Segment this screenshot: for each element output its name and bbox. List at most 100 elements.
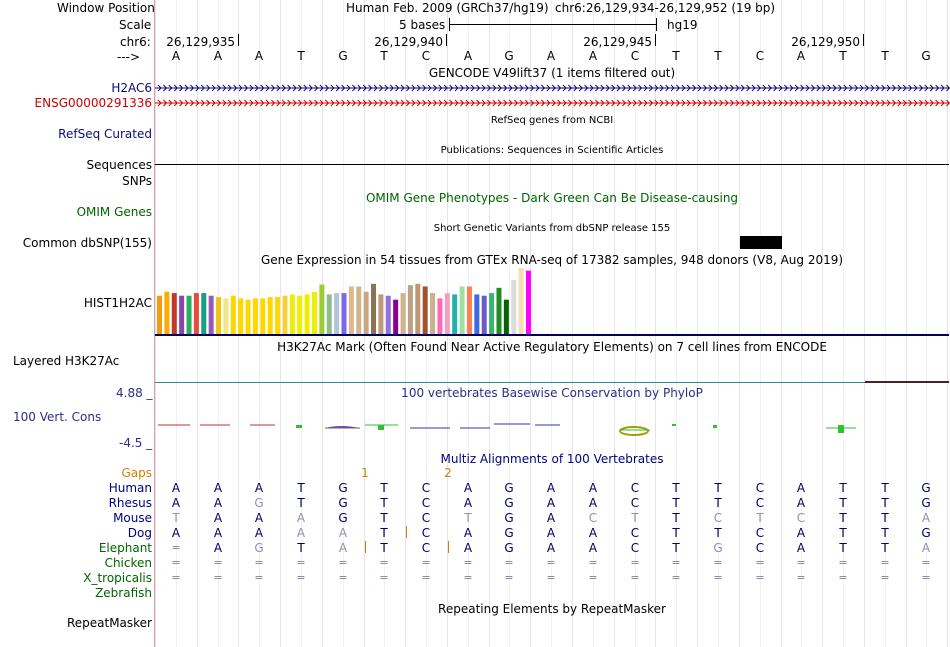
aligned-base: T: [172, 511, 179, 525]
aligned-base: =: [713, 556, 722, 570]
aligned-base: =: [296, 556, 305, 570]
aligned-base: G: [254, 541, 263, 555]
aligned-base: A: [547, 526, 555, 540]
aligned-base: C: [589, 511, 597, 525]
aligned-base: =: [713, 571, 722, 585]
aligned-base: =: [630, 556, 639, 570]
aligned-base: =: [296, 571, 305, 585]
aligned-base: A: [589, 526, 597, 540]
aligned-base: =: [630, 571, 639, 585]
aligned-base: A: [589, 541, 597, 555]
aligned-base: C: [422, 481, 430, 495]
aligned-base: =: [463, 556, 472, 570]
aligned-base: A: [255, 526, 263, 540]
aligned-base: C: [756, 526, 764, 540]
species-label[interactable]: Human: [109, 481, 152, 495]
aligned-base: T: [380, 496, 387, 510]
aligned-base: A: [339, 541, 347, 555]
repeatmasker-track-title: Repeating Elements by RepeatMasker: [438, 602, 666, 616]
aligned-base: T: [672, 481, 679, 495]
aligned-base: T: [380, 511, 387, 525]
aligned-base: =: [171, 571, 180, 585]
genome-browser-image[interactable]: Window Position Scale chr6: ---> Human F…: [0, 0, 950, 647]
aligned-base: G: [504, 526, 513, 540]
species-label[interactable]: Zebrafish: [95, 586, 152, 600]
aligned-base: =: [880, 571, 889, 585]
aligned-base: =: [921, 571, 930, 585]
gap-number-1: 1: [361, 466, 369, 480]
aligned-base: =: [671, 556, 680, 570]
aligned-base: T: [297, 496, 304, 510]
aligned-base: G: [338, 481, 347, 495]
aligned-base: T: [380, 526, 387, 540]
aligned-base: C: [797, 511, 805, 525]
aligned-base: =: [755, 571, 764, 585]
aligned-base: A: [255, 511, 263, 525]
aligned-base: T: [714, 481, 721, 495]
gaps-label[interactable]: Gaps: [121, 466, 152, 480]
aligned-base: =: [588, 571, 597, 585]
aligned-base: =: [171, 541, 180, 555]
aligned-base: C: [756, 496, 764, 510]
phylop-marks: [158, 424, 856, 435]
species-label[interactable]: Rhesus: [109, 496, 152, 510]
aligned-base: T: [839, 541, 846, 555]
aligned-base: =: [838, 556, 847, 570]
aligned-base: C: [631, 526, 639, 540]
aligned-base: =: [921, 556, 930, 570]
aligned-base: T: [464, 511, 471, 525]
aligned-base: C: [422, 511, 430, 525]
species-label[interactable]: X_tropicalis: [83, 571, 152, 585]
aligned-base: =: [504, 556, 513, 570]
aligned-base: C: [422, 541, 430, 555]
aligned-base: G: [504, 481, 513, 495]
aligned-base: T: [839, 511, 846, 525]
aligned-base: A: [255, 481, 263, 495]
aligned-base: A: [547, 496, 555, 510]
repeatmasker-label[interactable]: RepeatMasker: [67, 616, 152, 630]
species-label[interactable]: Chicken: [105, 556, 152, 570]
aligned-base: C: [422, 496, 430, 510]
aligned-base: A: [214, 541, 222, 555]
aligned-base: A: [297, 526, 305, 540]
aligned-base: =: [254, 571, 263, 585]
aligned-base: T: [297, 541, 304, 555]
aligned-base: G: [504, 496, 513, 510]
aligned-base: G: [338, 511, 347, 525]
species-label[interactable]: Dog: [128, 526, 152, 540]
aligned-base: =: [254, 556, 263, 570]
aligned-base: A: [172, 481, 180, 495]
species-label[interactable]: Mouse: [113, 511, 152, 525]
aligned-base: G: [254, 496, 263, 510]
aligned-base: A: [214, 496, 222, 510]
aligned-base: T: [672, 526, 679, 540]
gap-number-2: 2: [444, 466, 452, 480]
multiz-track-title: Multiz Alignments of 100 Vertebrates: [440, 452, 663, 466]
aligned-base: A: [172, 496, 180, 510]
aligned-base: T: [756, 511, 763, 525]
aligned-base: =: [213, 556, 222, 570]
aligned-base: G: [338, 496, 347, 510]
aligned-base: T: [839, 481, 846, 495]
aligned-base: T: [297, 481, 304, 495]
phylop-signal[interactable]: [0, 0, 950, 450]
aligned-base: C: [714, 511, 722, 525]
aligned-base: A: [172, 526, 180, 540]
insertion-mark: [406, 526, 407, 538]
aligned-base: T: [380, 541, 387, 555]
aligned-base: A: [589, 481, 597, 495]
aligned-base: =: [796, 571, 805, 585]
aligned-base: A: [214, 511, 222, 525]
aligned-base: A: [922, 541, 930, 555]
aligned-base: C: [631, 496, 639, 510]
aligned-base: C: [756, 481, 764, 495]
aligned-base: =: [171, 556, 180, 570]
aligned-base: T: [714, 496, 721, 510]
aligned-base: A: [214, 526, 222, 540]
aligned-base: A: [589, 496, 597, 510]
aligned-base: A: [797, 496, 805, 510]
aligned-base: C: [422, 526, 430, 540]
aligned-base: T: [839, 526, 846, 540]
species-label[interactable]: Elephant: [99, 541, 152, 555]
insertion-mark: [365, 541, 366, 553]
